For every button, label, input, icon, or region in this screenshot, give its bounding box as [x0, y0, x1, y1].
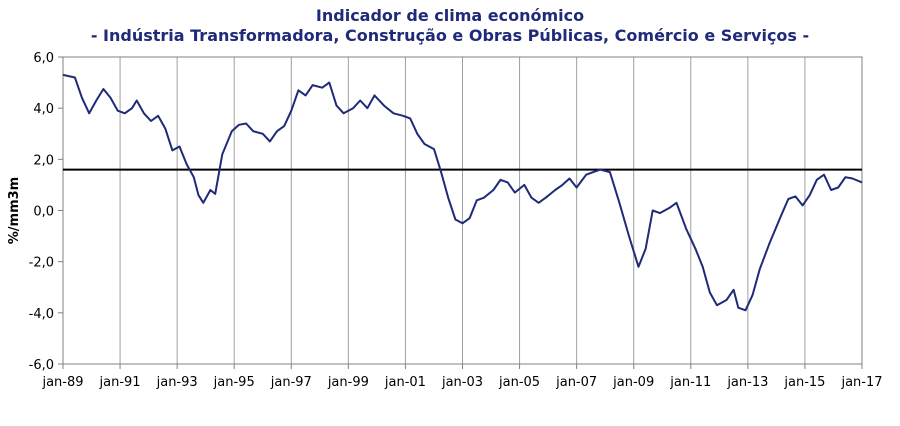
- x-tick-label: jan-97: [270, 375, 312, 390]
- y-tick-label: 4,0: [33, 102, 54, 117]
- chart-title: Indicador de clima económico: [315, 6, 585, 25]
- x-tick-label: jan-07: [555, 375, 597, 390]
- x-tick-label: jan-01: [384, 375, 426, 390]
- grid: [119, 57, 806, 364]
- y-axis-label: %/mm3m: [7, 177, 22, 244]
- x-tick-label: jan-17: [840, 375, 882, 390]
- series-line: [62, 73, 863, 312]
- x-tick-label: jan-99: [327, 375, 369, 390]
- series-group: [62, 73, 863, 312]
- y-tick-label: 2,0: [33, 153, 54, 168]
- x-tick-label: jan-15: [783, 375, 825, 390]
- x-tick-label: jan-09: [612, 375, 654, 390]
- y-tick-label: 0,0: [33, 205, 54, 220]
- x-tick-label: jan-03: [441, 375, 483, 390]
- y-tick-label: -2,0: [29, 256, 54, 271]
- x-tick-label: jan-91: [99, 375, 141, 390]
- y-tick-label: 6,0: [33, 51, 54, 66]
- x-axis: jan-89 jan-91 jan-93 jan-95 jan-97 jan-99 jan-…: [41, 364, 883, 390]
- y-tick-label: -4,0: [29, 307, 54, 322]
- x-tick-label: jan-11: [669, 375, 711, 390]
- y-axis: 6,0 4,0 2,0 0,0 -2,0 -4,0 -6,0: [29, 51, 63, 373]
- y-tick-label: -6,0: [29, 358, 54, 373]
- chart-subtitle: - Indústria Transformadora, Construção e…: [90, 26, 810, 45]
- x-tick-label: jan-89: [41, 375, 83, 390]
- x-tick-label: jan-05: [498, 375, 540, 390]
- x-tick-label: jan-93: [156, 375, 198, 390]
- x-tick-label: jan-95: [213, 375, 255, 390]
- x-tick-label: jan-13: [726, 375, 768, 390]
